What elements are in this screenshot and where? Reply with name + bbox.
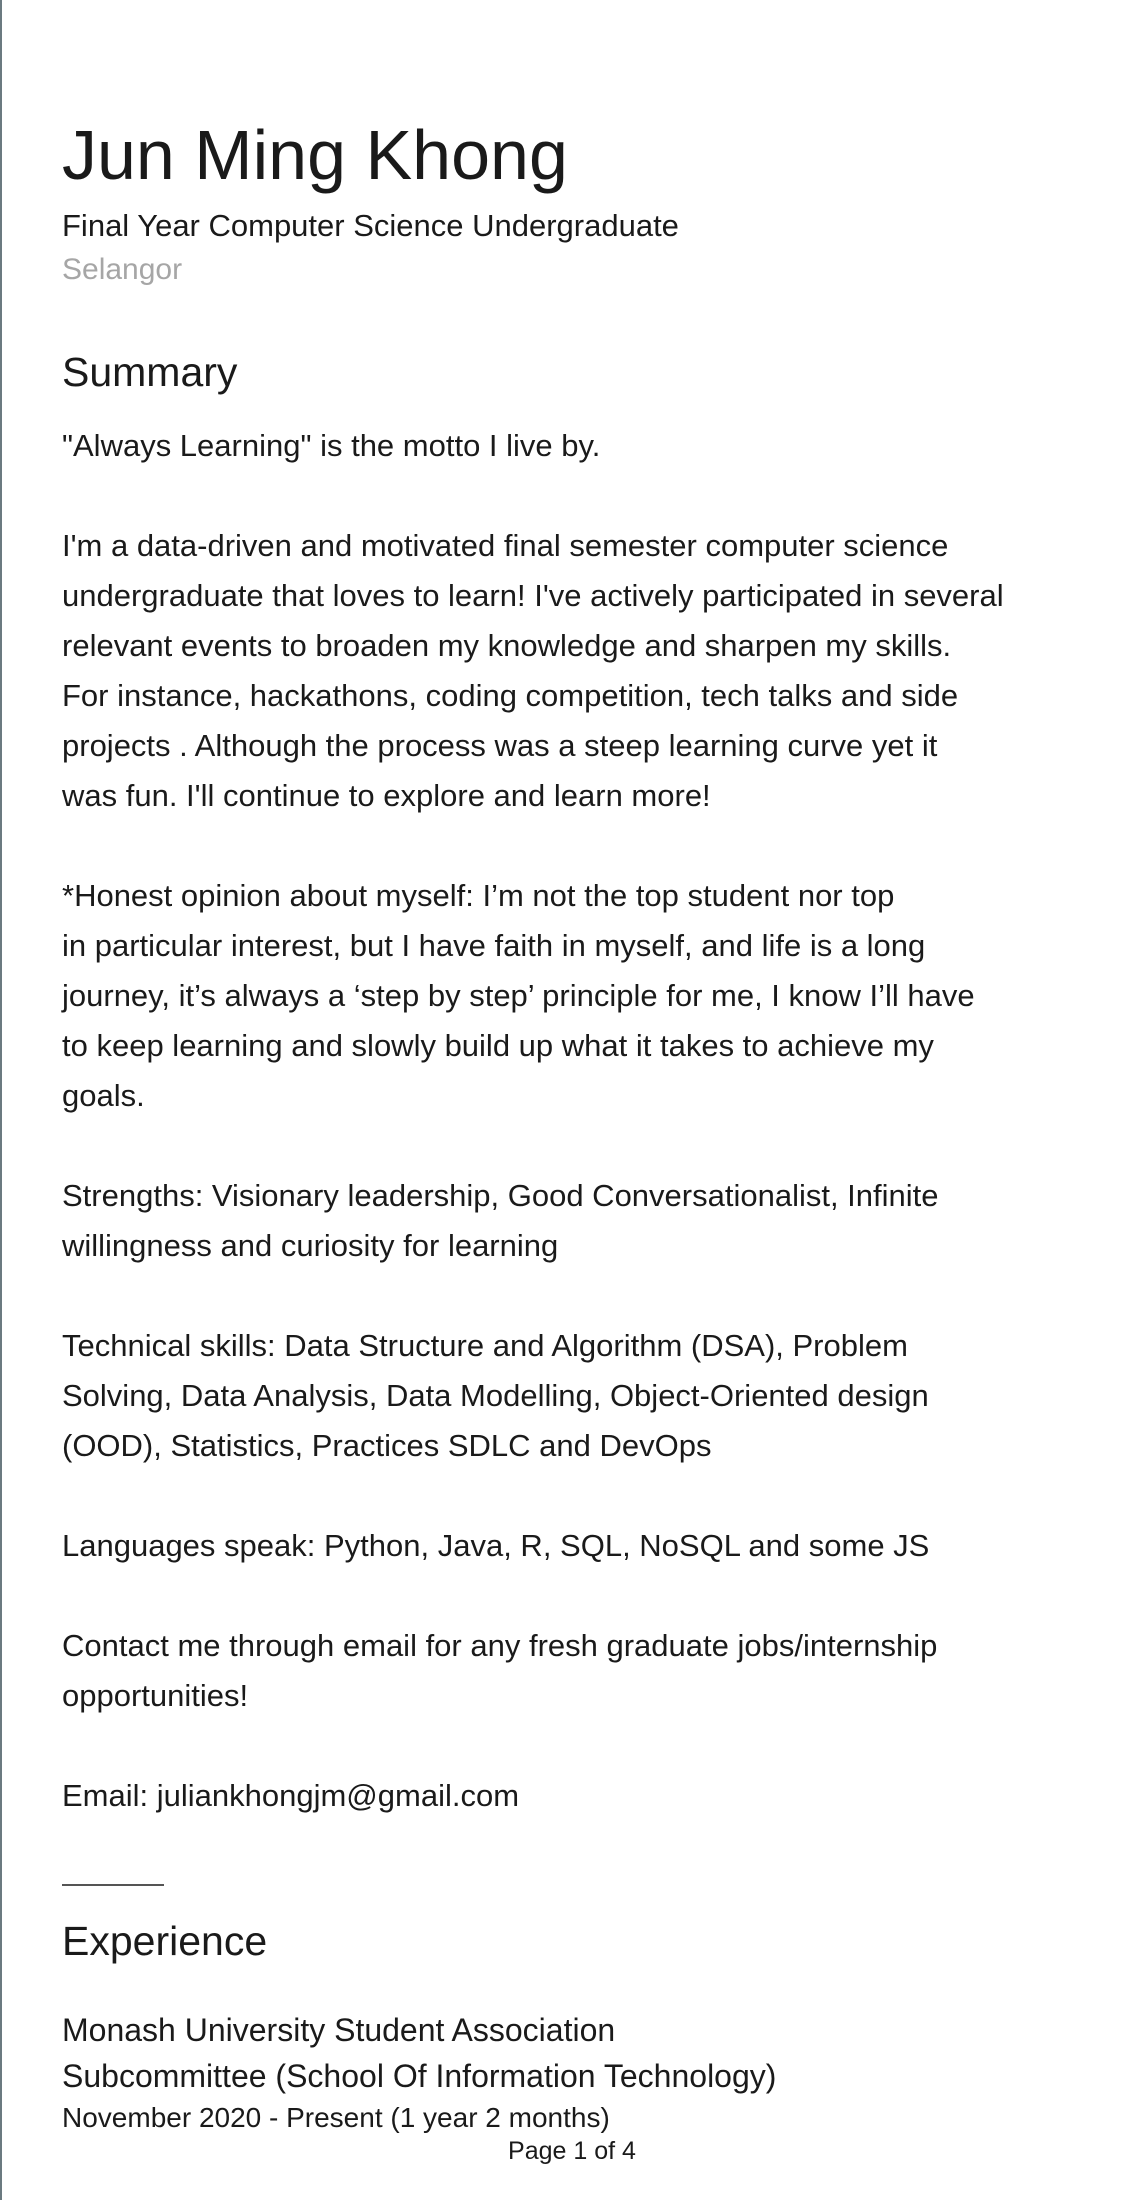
summary-line: to keep learning and slowly build up wha… xyxy=(62,1028,934,1063)
experience-heading: Experience xyxy=(62,1918,268,1964)
page-number: Page 1 of 4 xyxy=(508,2137,636,2165)
candidate-name: Jun Ming Khong xyxy=(62,116,568,194)
summary-line: *Honest opinion about myself: I’m not th… xyxy=(62,878,895,913)
summary-line: in particular interest, but I have faith… xyxy=(62,928,926,963)
summary-blank-line xyxy=(62,821,1102,871)
summary-line: opportunities! xyxy=(62,1678,249,1713)
summary-line: goals. xyxy=(62,1078,145,1113)
summary-blank-line xyxy=(62,1271,1102,1321)
summary-blank-line xyxy=(62,1571,1102,1621)
summary-line: Solving, Data Analysis, Data Modelling, … xyxy=(62,1378,929,1413)
summary-line: relevant events to broaden my knowledge … xyxy=(62,628,952,663)
summary-blank-line xyxy=(62,1721,1102,1771)
summary-line: For instance, hackathons, coding competi… xyxy=(62,678,959,713)
summary-blank-line xyxy=(62,471,1102,521)
summary-line: undergraduate that loves to learn! I've … xyxy=(62,578,1004,613)
summary-line: Strengths: Visionary leadership, Good Co… xyxy=(62,1178,939,1213)
summary-line: was fun. I'll continue to explore and le… xyxy=(62,778,711,813)
candidate-headline: Final Year Computer Science Undergraduat… xyxy=(62,208,679,243)
summary-heading: Summary xyxy=(62,349,238,395)
summary-line: projects . Although the process was a st… xyxy=(62,728,938,763)
summary-line: Technical skills: Data Structure and Alg… xyxy=(62,1328,908,1363)
summary-line: journey, it’s always a ‘step by step’ pr… xyxy=(62,978,975,1013)
summary-line: Email: juliankhongjm@gmail.com xyxy=(62,1778,520,1813)
summary-line: Languages speak: Python, Java, R, SQL, N… xyxy=(62,1528,930,1563)
summary-line: (OOD), Statistics, Practices SDLC and De… xyxy=(62,1428,712,1463)
candidate-location: Selangor xyxy=(62,253,183,286)
experience-organization: Monash University Student Association xyxy=(62,2012,616,2048)
experience-dates: November 2020 - Present (1 year 2 months… xyxy=(62,2102,610,2133)
summary-blank-line xyxy=(62,1471,1102,1521)
summary-line: willingness and curiosity for learning xyxy=(62,1228,559,1263)
summary-line: Contact me through email for any fresh g… xyxy=(62,1628,938,1663)
summary-blank-line xyxy=(62,1121,1102,1171)
section-divider xyxy=(62,1884,164,1886)
summary-body: "Always Learning" is the motto I live by… xyxy=(62,421,1102,1821)
summary-line: "Always Learning" is the motto I live by… xyxy=(62,428,601,463)
experience-role: Subcommittee (School Of Information Tech… xyxy=(62,2058,777,2094)
summary-line: I'm a data-driven and motivated final se… xyxy=(62,528,949,563)
